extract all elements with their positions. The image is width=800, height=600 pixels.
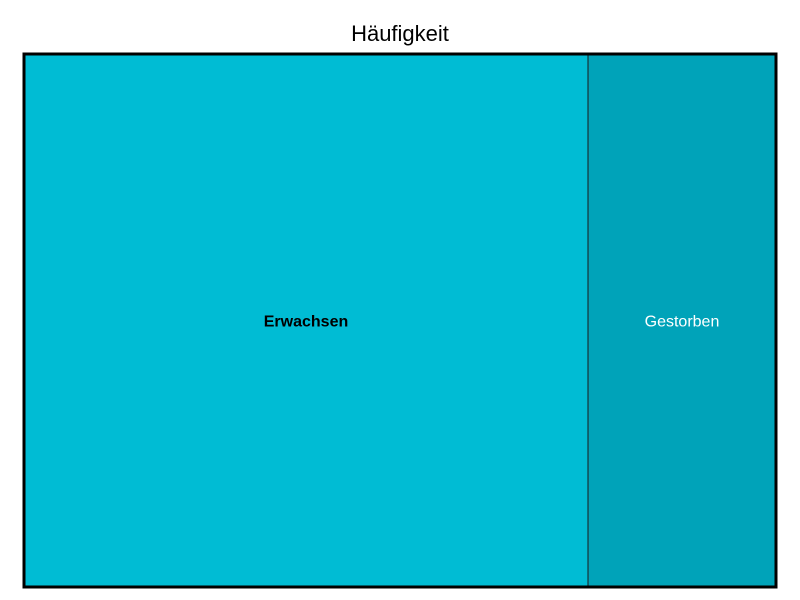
mosaic-cell-erwachsen xyxy=(23,53,589,588)
plot-frame xyxy=(22,52,778,589)
mosaic-label-gestorben: Gestorben xyxy=(645,314,720,331)
chart-title: Häufigkeit xyxy=(351,21,449,46)
mosaic-label-erwachsen: Erwachsen xyxy=(264,314,348,331)
